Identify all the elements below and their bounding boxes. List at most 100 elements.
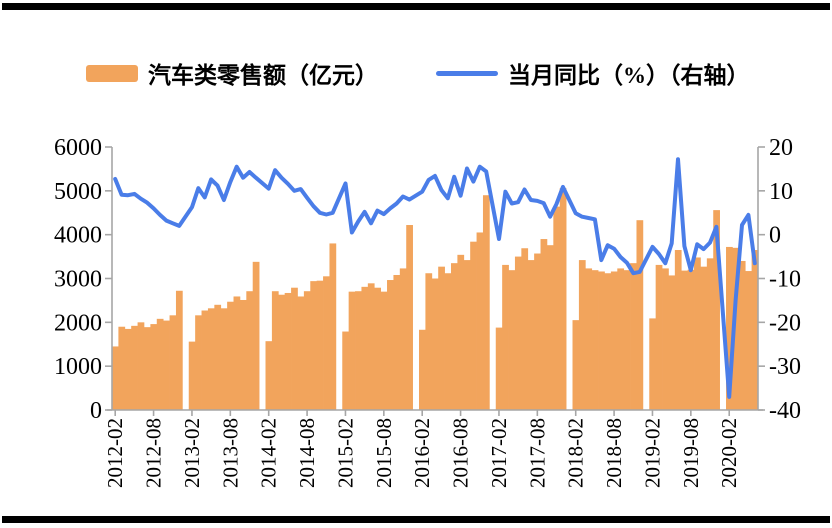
left-axis-tick-label: 0 xyxy=(90,398,102,424)
bar xyxy=(604,273,612,410)
bar xyxy=(393,274,401,410)
bar xyxy=(649,318,657,410)
bar xyxy=(284,292,292,410)
bar xyxy=(527,260,535,410)
bar xyxy=(508,270,516,410)
bar xyxy=(361,286,369,410)
bar xyxy=(598,271,605,410)
bar xyxy=(591,270,599,410)
legend-item-bar-series: 汽车类零售额（亿元） xyxy=(86,58,378,88)
x-axis-tick-label: 2018-02 xyxy=(564,418,588,488)
bar xyxy=(175,290,183,410)
bar-series-swatch-icon xyxy=(86,64,138,82)
bar xyxy=(387,280,394,410)
bar xyxy=(169,315,177,410)
x-axis-tick-label: 2012-02 xyxy=(103,418,127,488)
left-axis-tick-label: 5000 xyxy=(54,179,102,205)
bar xyxy=(425,273,433,410)
bar xyxy=(118,326,126,410)
bar xyxy=(630,263,637,410)
x-axis-tick-label: 2016-08 xyxy=(449,418,473,488)
bar xyxy=(553,206,561,410)
bar xyxy=(150,324,158,410)
bar xyxy=(655,264,663,410)
bar xyxy=(310,281,318,410)
bar xyxy=(751,250,759,410)
bar xyxy=(732,247,740,410)
bar xyxy=(617,268,625,410)
bar xyxy=(610,271,618,410)
bar xyxy=(188,341,196,410)
bar xyxy=(163,320,170,410)
bar xyxy=(700,266,708,410)
x-axis-tick-label: 2013-02 xyxy=(180,418,204,488)
bar xyxy=(662,268,669,410)
bar xyxy=(137,322,145,410)
bar xyxy=(540,239,548,410)
bar xyxy=(316,280,324,410)
bar xyxy=(482,195,490,410)
left-axis-tick-label: 6000 xyxy=(54,135,102,161)
bar xyxy=(112,346,119,410)
bar xyxy=(546,245,554,410)
x-axis-tick-label: 2019-02 xyxy=(641,418,665,488)
x-axis-tick-label: 2014-02 xyxy=(257,418,281,488)
right-axis-tick-label: -10 xyxy=(769,267,801,293)
right-axis-tick-label: 0 xyxy=(769,223,781,249)
left-axis-tick-label: 4000 xyxy=(54,223,102,249)
bar xyxy=(124,328,132,410)
bar xyxy=(438,266,445,410)
bar xyxy=(674,250,682,410)
bar xyxy=(214,304,222,410)
top-border-rule xyxy=(2,3,830,10)
bar xyxy=(143,327,151,410)
bar xyxy=(457,254,465,410)
bar xyxy=(297,296,305,410)
bar xyxy=(233,296,241,410)
bar xyxy=(291,287,298,410)
right-axis-tick-label: -20 xyxy=(769,310,801,336)
bar xyxy=(521,248,529,410)
bar xyxy=(195,315,202,410)
bar xyxy=(374,287,381,410)
bar xyxy=(131,325,138,410)
bar xyxy=(450,263,458,410)
line-series-swatch-icon xyxy=(436,70,498,76)
bar xyxy=(227,301,234,410)
bar xyxy=(726,246,733,410)
bar xyxy=(706,258,714,410)
x-axis-tick-label: 2014-08 xyxy=(295,418,319,488)
bar xyxy=(623,270,631,410)
right-axis-tick-label: 10 xyxy=(769,179,793,205)
right-axis-tick-label: -40 xyxy=(769,398,801,424)
bar xyxy=(367,283,375,410)
chart-canvas: 0 1000 2000 3000 4000 5000 6000 -40 -30 -20 -10 0 10… xyxy=(54,135,801,488)
bar xyxy=(476,232,484,410)
bar xyxy=(303,291,311,410)
bar xyxy=(207,308,215,410)
bar xyxy=(578,260,586,410)
bar xyxy=(668,275,676,410)
bar xyxy=(252,261,260,410)
bar xyxy=(694,257,701,410)
x-axis-tick-label: 2020-02 xyxy=(717,418,741,488)
bar xyxy=(419,329,426,410)
bar xyxy=(239,299,247,410)
bar xyxy=(713,210,720,410)
x-axis-tick-label: 2012-08 xyxy=(142,418,166,488)
bar xyxy=(514,256,522,410)
bar xyxy=(463,260,471,410)
legend-item-line-series: 当月同比（%）（右轴） xyxy=(436,58,750,88)
bar xyxy=(495,327,503,410)
bar xyxy=(406,225,413,410)
left-axis-tick-label: 2000 xyxy=(54,310,102,336)
bar xyxy=(559,188,567,410)
bar xyxy=(572,320,580,410)
bar xyxy=(687,269,695,410)
x-axis-tick-label: 2019-08 xyxy=(679,418,703,488)
bar xyxy=(355,291,362,410)
right-axis-tick-label: -30 xyxy=(769,354,801,380)
bar xyxy=(246,291,254,410)
bar-series-label: 汽车类零售额（亿元） xyxy=(148,63,378,88)
